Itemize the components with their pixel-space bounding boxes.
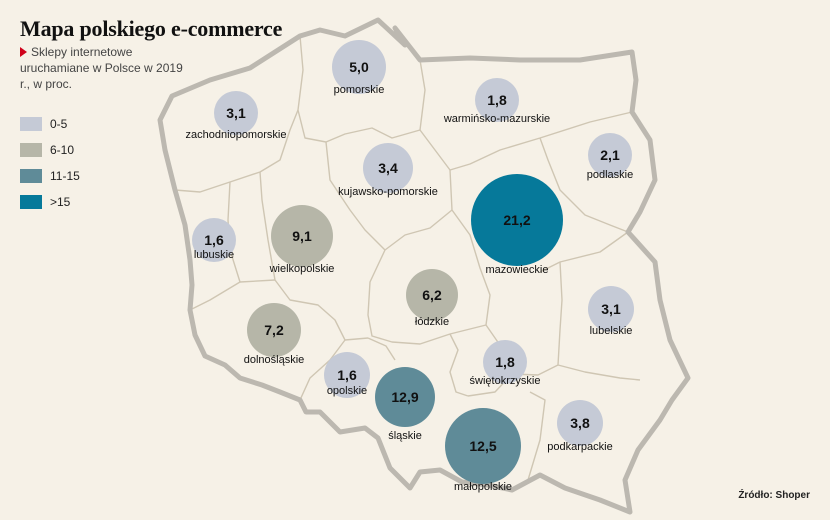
map-subtitle: Sklepy internetowe uruchamiane w Polsce … [20,44,190,92]
region-bubble [324,352,370,398]
region-bubble [406,269,458,321]
legend-label: 6-10 [50,143,75,157]
legend-label: 11-15 [50,169,80,183]
legend-swatch [20,117,42,131]
border-line [449,169,559,376]
region-value: 5,0 [349,59,369,75]
border-line [239,279,276,283]
region-value: 3,4 [378,160,398,176]
region-bubble [363,143,413,193]
border-line [367,209,487,345]
region-name: zachodniopomorskie [186,129,287,141]
border-line [189,181,241,311]
region-value: 2,1 [600,147,620,163]
border-line [259,171,369,341]
region-bubble [445,408,521,484]
region-name: podkarpackie [547,441,612,453]
subtitle-text: Sklepy internetowe uruchamiane w Polsce … [20,45,183,91]
region-bubble [471,174,563,266]
legend-label: >15 [50,195,71,209]
region-bubble [271,205,333,267]
region-value: 3,1 [601,301,621,317]
region-bubble [588,133,632,177]
region-name: łódzkie [415,316,449,328]
region-value: 7,2 [264,322,284,338]
region-name: kujawsko-pomorskie [338,186,438,198]
region-name: lubuskie [194,249,234,261]
region-value: 1,6 [337,367,357,383]
region-bubble [332,40,386,94]
region-value: 3,8 [570,415,590,431]
region-value: 1,6 [204,232,224,248]
legend-item: 6-10 [20,140,80,160]
legend-item: 11-15 [20,166,80,186]
border-line [367,337,396,361]
region-value: 9,1 [292,228,312,244]
region-bubble [557,400,603,446]
border-line [419,59,426,131]
region-value: 6,2 [422,287,442,303]
region-bubble [192,218,236,262]
legend-swatch [20,143,42,157]
map-title: Mapa polskiego e-commerce [20,16,283,41]
region-bubble [214,91,258,135]
region-bubble [588,286,634,332]
region-name: pomorskie [334,84,385,96]
region-value: 12,9 [391,389,418,405]
region-name: lubelskie [590,325,633,337]
border-line [325,141,386,251]
region-name: wielkopolskie [269,263,335,275]
legend-item: 0-5 [20,114,80,134]
region-bubble [247,303,301,357]
legend-label: 0-5 [50,117,68,131]
legend-swatch [20,195,42,209]
region-name: mazowieckie [486,264,549,276]
border-line [449,333,469,397]
source-note: Źródło: Shoper [738,490,810,501]
region-name: małopolskie [454,481,512,493]
region-name: świętokrzyskie [470,375,541,387]
triangle-marker-icon [20,47,27,57]
region-name: dolnośląskie [244,354,305,366]
legend-item: >15 [20,192,80,212]
border-line [539,231,629,273]
country-outline [157,17,691,515]
region-name: śląskie [388,430,422,442]
region-value: 21,2 [503,212,530,228]
region-value: 1,8 [495,354,515,370]
region-name: podlaskie [587,169,633,181]
region-bubble [483,340,527,384]
region-bubble [475,78,519,122]
region-value: 1,8 [487,92,507,108]
region-bubble [375,367,435,427]
internal-borders [174,35,641,481]
border-line [539,137,629,233]
region-name: opolskie [327,385,367,397]
border-line [539,111,633,139]
legend-swatch [20,169,42,183]
region-name: warmińsko-mazurskie [443,113,550,125]
legend: 0-5 6-10 11-15 >15 [20,114,80,218]
border-line [527,391,546,481]
region-bubbles: 5,0 pomorskie 3,1 zachodniopomorskie 1,8 warm… [186,40,634,493]
region-value: 12,5 [469,438,496,454]
region-value: 3,1 [226,105,246,121]
